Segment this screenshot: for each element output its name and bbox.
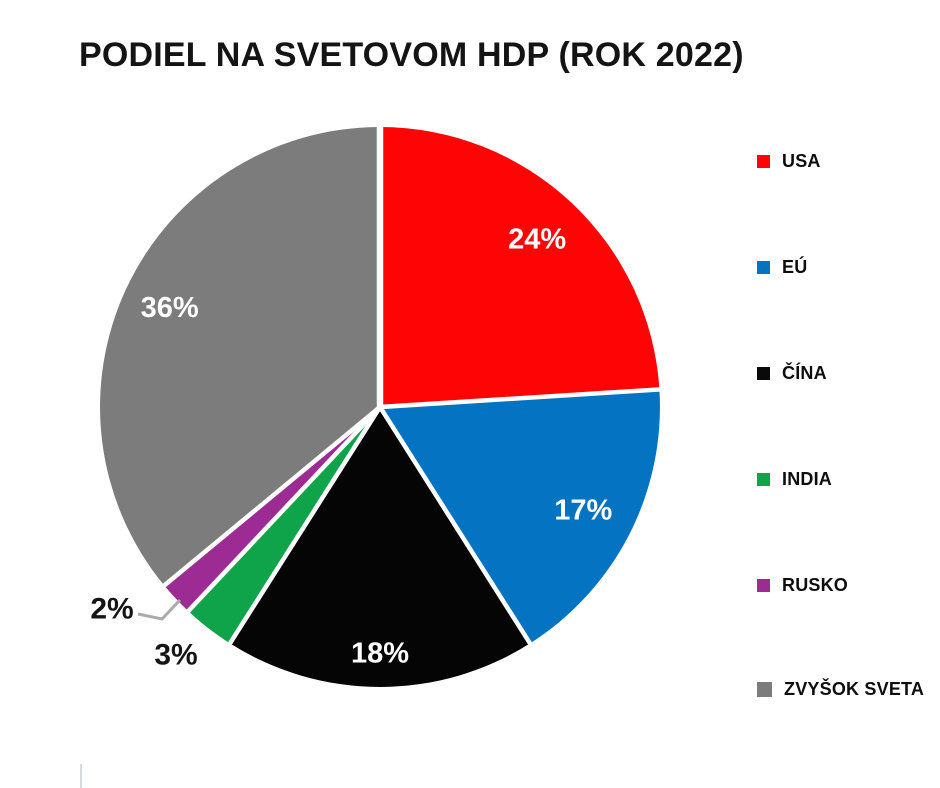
legend: USA EÚ ČÍNA INDIA RUSKO ZVYŠOK SVETA: [757, 0, 940, 788]
pie-slice-usa: [380, 127, 660, 407]
slice-separator: [162, 405, 382, 588]
legend-swatch-usa: [757, 154, 770, 168]
pie-slice-eu: [380, 389, 660, 644]
legend-swatch-zvysok-sveta: [757, 681, 772, 697]
slice-separator: [378, 405, 533, 646]
legend-label-eu: EÚ: [782, 256, 808, 277]
legend-item-usa: USA: [757, 148, 821, 174]
legend-item-india: INDIA: [757, 466, 832, 492]
pie-label-india: 3%: [154, 639, 197, 672]
legend-label-zvysok-sveta: ZVYŠOK SVETA: [784, 678, 925, 699]
slice-separator: [227, 405, 382, 646]
pie-label-rusko: 2%: [90, 593, 133, 626]
legend-swatch-cina: [757, 366, 770, 380]
legend-item-eu: EÚ: [757, 254, 807, 280]
pie-label-cina: 18%: [351, 637, 409, 669]
legend-item-cina: ČÍNA: [757, 360, 827, 386]
legend-swatch-rusko: [757, 578, 770, 592]
legend-label-india: INDIA: [782, 468, 832, 489]
pie-slice-india: [188, 407, 380, 644]
slice-separator: [185, 405, 382, 614]
pie-slice-cina: [230, 407, 530, 687]
text-cursor-artifact: [80, 764, 82, 788]
legend-label-rusko: RUSKO: [782, 574, 849, 595]
leader-line-rusko: [137, 598, 182, 621]
legend-label-cina: ČÍNA: [782, 362, 827, 383]
legend-swatch-india: [757, 472, 770, 486]
chart-title: PODIEL NA SVETOVOM HDP (ROK 2022): [79, 36, 744, 74]
pie-label-zvysok-sveta: 36%: [141, 292, 199, 324]
pie-label-usa: 24%: [508, 224, 566, 256]
legend-label-usa: USA: [782, 150, 821, 171]
pie-slice-rusko: [164, 407, 380, 612]
legend-swatch-eu: [757, 260, 770, 274]
slice-separator: [379, 387, 661, 410]
pie-label-eu: 17%: [554, 495, 612, 527]
pie-slice-zvysok-sveta: [100, 127, 381, 586]
legend-item-zvysok-sveta: ZVYŠOK SVETA: [757, 676, 924, 702]
legend-item-rusko: RUSKO: [757, 572, 848, 598]
